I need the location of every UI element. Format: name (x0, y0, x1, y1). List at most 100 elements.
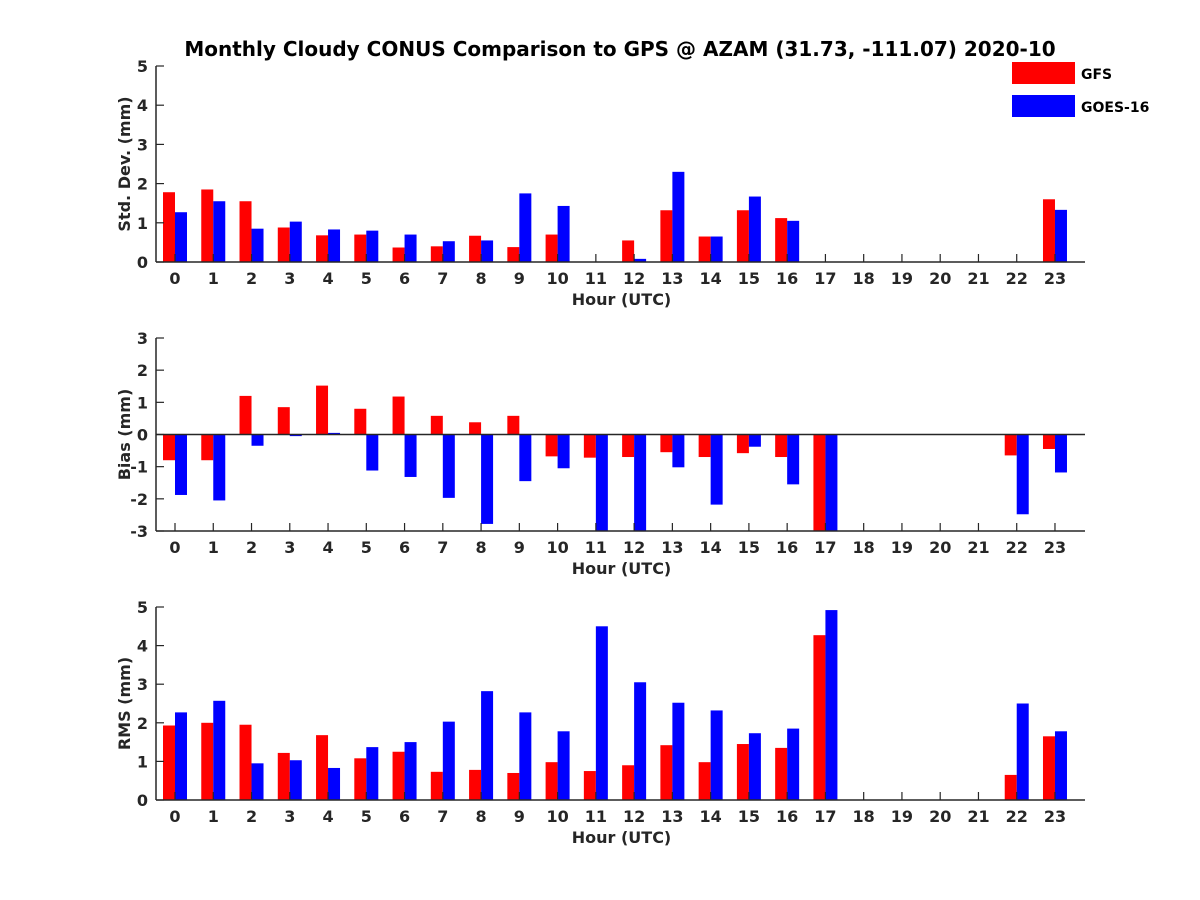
rms-y-label: RMS (mm) (115, 657, 134, 750)
std-dev-bar-gfs-12 (622, 240, 635, 262)
rms-bar-goes16-10 (557, 731, 570, 800)
bias-xtick-label: 18 (853, 538, 875, 557)
legend: GFS GOES-16 (1012, 62, 1149, 117)
chart-title: Monthly Cloudy CONUS Comparison to GPS @… (184, 37, 1055, 61)
bias-bar-gfs-15 (736, 434, 749, 454)
rms-bar-gfs-12 (622, 765, 635, 800)
rms-bar-goes16-17 (825, 610, 838, 800)
std-dev-ytick-label: 2 (137, 175, 148, 194)
std-dev-bar-gfs-7 (430, 246, 443, 262)
bias-xtick-label: 5 (361, 538, 372, 557)
rms-bar-gfs-13 (660, 745, 673, 800)
rms-xtick-label: 9 (514, 807, 525, 826)
rms-bar-goes16-6 (404, 742, 417, 800)
bias-xtick-label: 22 (1006, 538, 1028, 557)
rms-xtick-label: 17 (814, 807, 836, 826)
std-dev-bar-goes16-10 (557, 205, 570, 262)
bias-xtick-label: 11 (585, 538, 607, 557)
std-dev-bar-goes16-14 (710, 236, 723, 262)
bias-bar-gfs-16 (775, 434, 788, 458)
bias-y-label: Bias (mm) (115, 389, 134, 481)
bias-bar-goes16-4 (328, 432, 341, 435)
rms-bar-goes16-12 (634, 682, 647, 800)
rms-bar-goes16-22 (1016, 703, 1029, 800)
bias-bar-goes16-14 (710, 434, 723, 505)
std-dev-bar-gfs-23 (1042, 199, 1055, 262)
rms-bar-goes16-16 (787, 728, 800, 800)
bias-xtick-label: 20 (929, 538, 951, 557)
bias-bar-goes16-17 (825, 434, 838, 531)
rms-xtick-label: 13 (661, 807, 683, 826)
bias-xtick-label: 6 (399, 538, 410, 557)
rms-bar-goes16-8 (481, 691, 494, 800)
std-dev-xtick-label: 3 (284, 269, 295, 288)
bias-xtick-label: 1 (208, 538, 219, 557)
rms-xtick-label: 7 (437, 807, 448, 826)
rms-bar-gfs-15 (736, 744, 749, 800)
bias-bar-goes16-1 (213, 434, 226, 501)
rms-bar-gfs-11 (583, 771, 596, 800)
bias-bar-goes16-13 (672, 434, 685, 468)
bias-bar-goes16-16 (787, 434, 800, 485)
bias-bar-goes16-22 (1016, 434, 1029, 515)
bias-bar-gfs-3 (277, 407, 290, 435)
legend-label-gfs: GFS (1081, 67, 1112, 83)
bias-bar-gfs-11 (583, 434, 596, 458)
bias-bar-gfs-10 (545, 434, 558, 457)
legend-label-goes16: GOES-16 (1081, 100, 1149, 116)
bias-bar-gfs-9 (507, 415, 520, 435)
bias-bar-goes16-2 (251, 434, 264, 446)
std-dev-bar-gfs-3 (277, 227, 290, 262)
std-dev-xtick-label: 11 (585, 269, 607, 288)
rms-xtick-label: 15 (738, 807, 760, 826)
rms-bar-goes16-4 (328, 767, 341, 800)
rms-bar-goes16-23 (1054, 731, 1067, 800)
std-dev-xtick-label: 14 (700, 269, 722, 288)
std-dev-bar-goes16-1 (213, 201, 226, 262)
rms-xtick-label: 3 (284, 807, 295, 826)
std-dev-xtick-label: 10 (546, 269, 568, 288)
rms-xtick-label: 23 (1044, 807, 1066, 826)
rms-bar-gfs-5 (354, 758, 367, 800)
bias-bar-goes16-3 (289, 434, 302, 437)
rms-xtick-label: 21 (967, 807, 989, 826)
std-dev-bar-gfs-15 (736, 210, 749, 262)
rms-ytick-label: 1 (137, 752, 148, 771)
bias-xtick-label: 19 (891, 538, 913, 557)
bias-bar-goes16-12 (634, 434, 647, 531)
std-dev-bar-goes16-13 (672, 171, 685, 262)
bias-bar-goes16-11 (595, 434, 608, 531)
rms-bar-goes16-1 (213, 700, 226, 800)
std-dev-bar-gfs-16 (775, 218, 788, 262)
bias-ytick-label: 0 (137, 426, 148, 445)
rms-xtick-label: 12 (623, 807, 645, 826)
rms-bar-gfs-0 (163, 725, 175, 800)
bias-bar-gfs-13 (660, 434, 673, 453)
rms-ytick-label: 0 (137, 791, 148, 810)
rms-xtick-label: 11 (585, 807, 607, 826)
rms-xtick-label: 19 (891, 807, 913, 826)
std-dev-xtick-label: 21 (967, 269, 989, 288)
std-dev-bar-goes16-5 (366, 230, 379, 262)
rms-xtick-label: 10 (546, 807, 568, 826)
std-dev-xtick-label: 8 (476, 269, 487, 288)
std-dev-xtick-label: 5 (361, 269, 372, 288)
legend-swatch-goes16 (1012, 95, 1075, 117)
bias-bar-goes16-6 (404, 434, 417, 477)
rms-ytick-label: 5 (137, 598, 148, 617)
std-dev-bar-goes16-23 (1054, 209, 1067, 262)
std-dev-xtick-label: 23 (1044, 269, 1066, 288)
std-dev-ytick-label: 1 (137, 214, 148, 233)
std-dev-bar-gfs-8 (469, 235, 482, 262)
std-dev-xtick-label: 1 (208, 269, 219, 288)
bias-bar-gfs-0 (163, 434, 175, 461)
legend-swatch-gfs (1012, 62, 1075, 84)
std-dev-bar-gfs-2 (239, 201, 252, 262)
std-dev-xtick-label: 15 (738, 269, 760, 288)
bias-bar-gfs-5 (354, 408, 367, 435)
std-dev-ytick-label: 5 (137, 57, 148, 76)
std-dev-bar-gfs-5 (354, 234, 367, 262)
std-dev-bar-gfs-13 (660, 210, 673, 262)
rms-bar-goes16-15 (748, 733, 761, 800)
std-dev-xtick-label: 4 (322, 269, 333, 288)
